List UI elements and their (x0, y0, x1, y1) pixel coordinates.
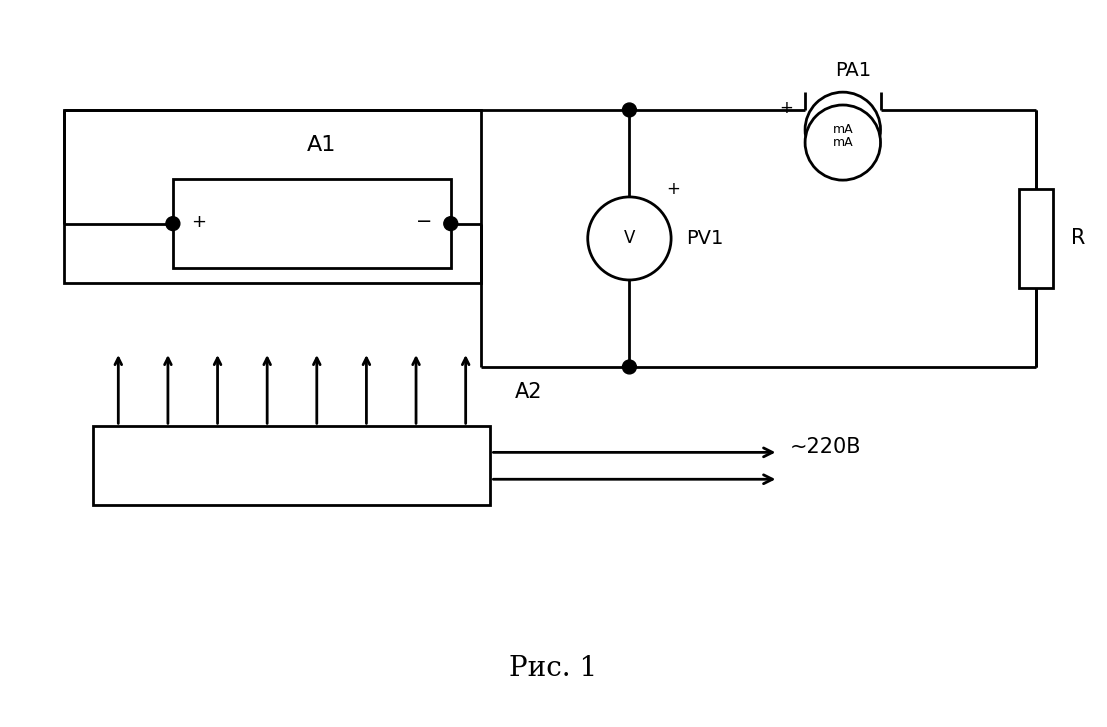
Circle shape (444, 217, 457, 230)
Text: mA: mA (832, 136, 853, 149)
Text: +: + (666, 180, 680, 198)
Bar (64, 110, 480, 283)
Text: Рис. 1: Рис. 1 (509, 655, 598, 682)
Text: +: + (190, 212, 206, 230)
Text: PV1: PV1 (686, 229, 723, 248)
Text: +: + (779, 99, 794, 117)
Bar (173, 179, 451, 268)
Text: R: R (1072, 228, 1086, 249)
Text: PA1: PA1 (835, 61, 871, 80)
Circle shape (588, 197, 671, 280)
Text: ~220В: ~220В (790, 438, 861, 457)
Text: A1: A1 (307, 134, 337, 155)
Circle shape (805, 105, 880, 180)
Text: −: − (416, 212, 433, 231)
Circle shape (622, 360, 637, 374)
Circle shape (805, 92, 880, 167)
Text: mA: mA (832, 123, 853, 136)
Text: A2: A2 (515, 382, 542, 402)
Bar (1020, 189, 1053, 288)
Circle shape (166, 217, 179, 230)
Bar (93, 426, 490, 505)
Text: V: V (623, 230, 635, 247)
Circle shape (622, 103, 637, 117)
